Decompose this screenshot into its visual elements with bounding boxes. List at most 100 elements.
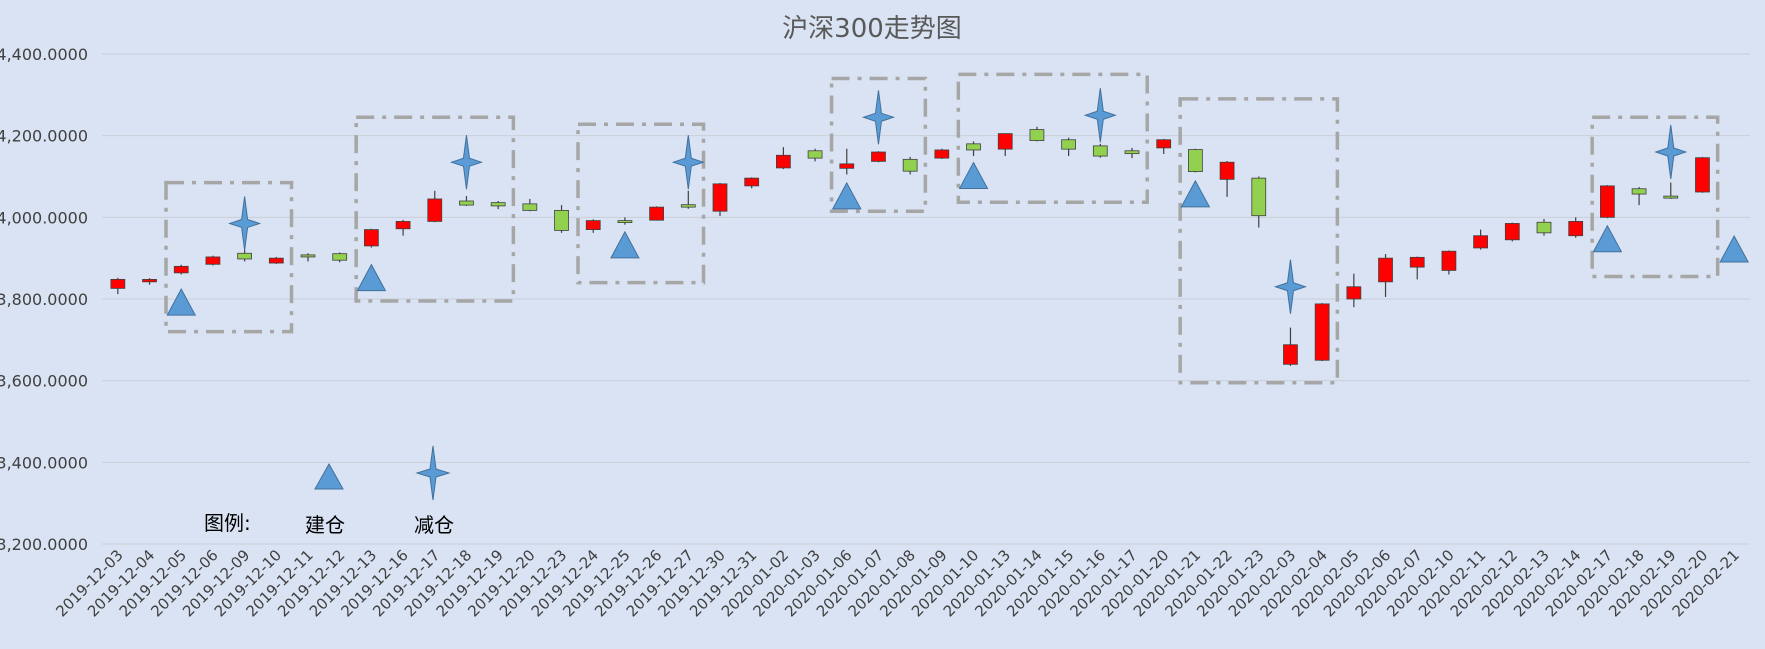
candle	[997, 133, 1013, 157]
candle-body-down	[459, 200, 474, 206]
trade-box	[829, 76, 928, 213]
legend-sell-label: 减仓	[414, 513, 454, 537]
y-axis: 3,200.0000 3,400.0000 3,600.0000 3,800.0000…	[0, 45, 88, 554]
candle	[205, 255, 221, 266]
candle	[522, 198, 538, 212]
candle-body-up	[427, 198, 443, 222]
candle	[585, 219, 601, 233]
candle-body-up	[1409, 256, 1425, 268]
trade-box	[576, 122, 706, 285]
candle	[966, 141, 981, 157]
candle-body-up	[1378, 257, 1393, 283]
candle	[332, 252, 348, 263]
candle	[1695, 156, 1710, 193]
candle-body-up	[997, 133, 1013, 150]
candle	[459, 196, 474, 206]
candle	[1504, 222, 1520, 242]
candle	[1188, 148, 1203, 173]
y-tick-label: 3,400.0000	[0, 453, 88, 472]
candle	[1346, 273, 1362, 308]
y-tick-label: 3,600.0000	[0, 372, 88, 391]
buy-marker	[1719, 234, 1749, 263]
candle	[427, 190, 443, 223]
candle-body-up	[1219, 161, 1235, 180]
candle	[554, 205, 569, 233]
buy-marker	[1180, 179, 1211, 208]
legend: 图例: 建仓 减仓	[204, 445, 454, 537]
candle	[1156, 138, 1172, 155]
y-tick-label: 4,400.0000	[0, 45, 88, 64]
candle	[1219, 160, 1235, 197]
sell-marker	[1654, 124, 1688, 180]
candle	[1409, 256, 1425, 280]
candle-body-down	[1092, 145, 1108, 157]
candle-body-up	[1473, 235, 1488, 249]
candle-body-up	[142, 278, 157, 283]
candle	[1283, 327, 1298, 366]
candle-body-up	[110, 278, 126, 289]
candle	[871, 151, 886, 163]
candle	[776, 147, 791, 170]
buy-marker	[831, 181, 862, 210]
candle-body-down	[1188, 149, 1203, 173]
candle	[268, 256, 284, 264]
candle	[807, 148, 823, 162]
candle	[712, 183, 728, 217]
sell-marker	[228, 196, 262, 251]
candle-body-down	[617, 220, 633, 224]
candle-body-down	[1124, 150, 1140, 155]
candle-body-up	[1283, 344, 1298, 365]
legend-buy-marker	[314, 462, 344, 490]
candle-body-down	[1536, 221, 1552, 234]
sell-marker	[861, 90, 896, 145]
candle-body-up	[205, 256, 221, 265]
candle	[744, 177, 760, 189]
candle	[1314, 303, 1330, 362]
candle	[1568, 217, 1584, 238]
candles	[110, 126, 1710, 366]
candle	[173, 264, 189, 275]
grid-lines	[102, 53, 1750, 545]
legend-sell-marker	[415, 445, 451, 501]
candle-body-up	[1346, 286, 1362, 300]
y-tick-label: 4,000.0000	[0, 208, 88, 227]
sell-marker	[1083, 88, 1117, 143]
candle	[364, 228, 379, 248]
candle	[1663, 182, 1679, 199]
candle	[1378, 254, 1393, 297]
candle-body-up	[364, 229, 379, 247]
candle-body-down	[902, 158, 918, 172]
candle-body-up	[268, 257, 284, 264]
candle	[680, 190, 696, 209]
candle	[934, 148, 950, 159]
candle	[617, 217, 633, 225]
trade-box	[354, 115, 516, 303]
sell-marker	[671, 135, 705, 190]
candle-body-down	[332, 253, 348, 261]
candle-body-down	[300, 254, 316, 258]
buy-marker	[958, 161, 989, 189]
candle-body-down	[522, 203, 538, 211]
candle	[1473, 229, 1488, 250]
candle	[395, 219, 411, 236]
candle-body-down	[966, 143, 981, 151]
candle-body-up	[173, 265, 189, 274]
candle	[1029, 126, 1045, 142]
candle-body-up	[1441, 250, 1457, 271]
candle	[490, 201, 506, 210]
candle-body-up	[934, 149, 950, 159]
x-axis: 2019-12-032019-12-042019-12-052019-12-06…	[52, 546, 1743, 620]
candle-body-down	[1663, 195, 1679, 199]
candle	[1061, 137, 1076, 157]
candle	[110, 277, 126, 295]
sell-marker	[1273, 259, 1308, 314]
candle	[142, 278, 157, 285]
candle	[839, 148, 855, 175]
candle-body-up	[1600, 185, 1615, 218]
candle-body-up	[649, 206, 664, 221]
candle	[1441, 250, 1457, 275]
candle	[1600, 185, 1615, 219]
candle-body-up	[1695, 157, 1710, 193]
candle	[1251, 176, 1267, 228]
